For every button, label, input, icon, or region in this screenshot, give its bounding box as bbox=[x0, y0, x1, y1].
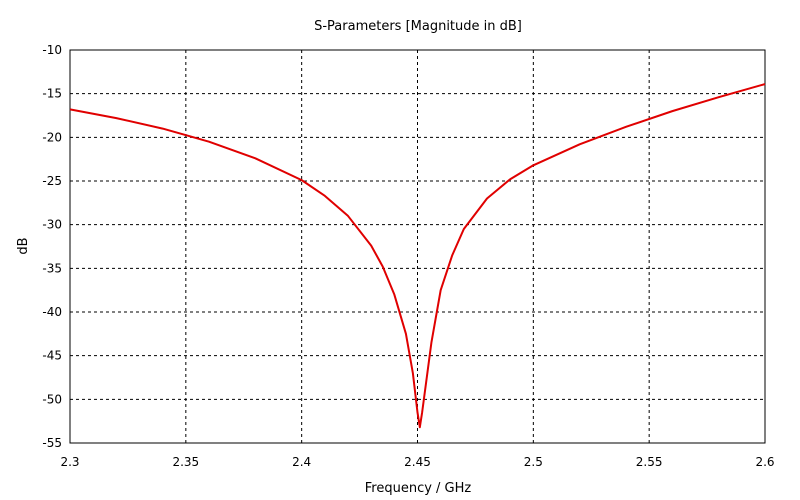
grid bbox=[70, 50, 765, 443]
x-tick-label: 2.3 bbox=[60, 455, 79, 469]
tick-labels: 2.3 2.35 2.4 2.45 2.5 2.55 2.6 -10 -15 -20 -25 -30 -… bbox=[42, 43, 774, 469]
y-tick-label: -15 bbox=[42, 87, 62, 101]
x-tick-label: 2.5 bbox=[524, 455, 543, 469]
y-tick-label: -35 bbox=[42, 261, 62, 275]
chart-title: S-Parameters [Magnitude in dB] bbox=[314, 19, 522, 34]
y-tick-label: -45 bbox=[42, 349, 62, 363]
y-tick-label: -40 bbox=[42, 305, 62, 319]
x-tick-label: 2.4 bbox=[292, 455, 311, 469]
s11-line bbox=[69, 83, 766, 429]
y-tick-label: -25 bbox=[42, 174, 62, 188]
y-tick-label: -50 bbox=[42, 392, 62, 406]
x-tick-label: 2.45 bbox=[404, 455, 431, 469]
y-axis-label: dB bbox=[16, 237, 31, 254]
x-tick-label: 2.35 bbox=[172, 455, 199, 469]
x-tick-label: 2.55 bbox=[636, 455, 663, 469]
x-tick-label: 2.6 bbox=[755, 455, 774, 469]
y-tick-label: -10 bbox=[42, 43, 62, 57]
y-tick-label: -20 bbox=[42, 130, 62, 144]
plot-frame bbox=[69, 49, 766, 444]
y-tick-label: -30 bbox=[42, 218, 62, 232]
x-axis-label: Frequency / GHz bbox=[365, 481, 472, 496]
y-tick-label: -55 bbox=[42, 436, 62, 450]
